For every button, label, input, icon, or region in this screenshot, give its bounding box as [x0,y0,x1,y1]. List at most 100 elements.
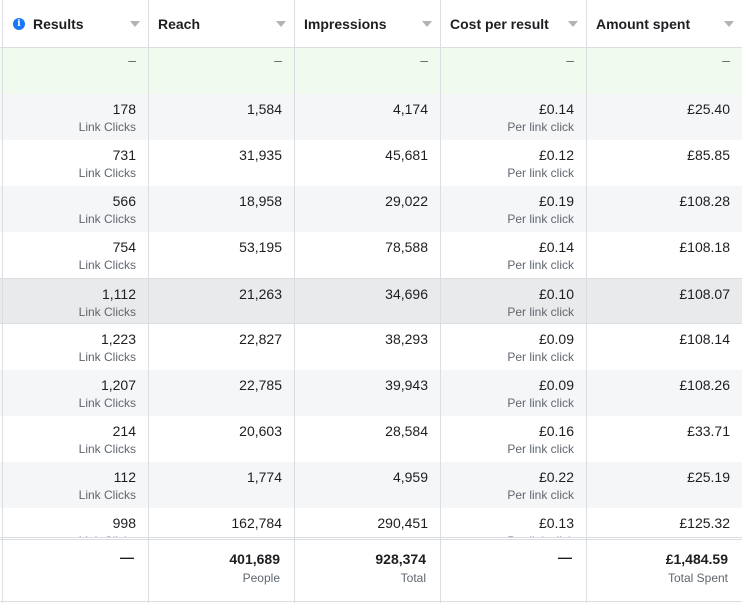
chevron-down-icon[interactable] [724,21,734,27]
column-header-amount-spent[interactable]: Amount spent [586,0,742,48]
cell-amount-spent-value: £108.26 [679,377,730,393]
table-row[interactable]: 112 Link Clicks 1,774 4,959 £0.22 Per link cl… [0,462,742,508]
cell-cost-per-result-sublabel: Per link click [507,305,574,319]
cell-reach: 22,827 [148,324,294,370]
cell-cost-per-result-sublabel: Per link click [507,442,574,456]
table-row[interactable]: 1,207 Link Clicks 22,785 39,943 £0.09 Per lin… [0,370,742,416]
chevron-down-icon[interactable] [422,21,432,27]
column-header-impressions[interactable]: Impressions [294,0,440,48]
column-divider[interactable] [586,0,587,603]
cell-reach-value: 22,785 [239,377,282,393]
total-results: — [120,549,134,565]
cell-results: 1,223 Link Clicks [0,324,148,370]
cell-amount-spent: – [722,52,730,68]
cell-cost-per-result-sublabel: Per link click [507,396,574,410]
cell-reach-value: 18,958 [239,193,282,209]
cell-impressions: 38,293 [294,324,440,370]
cell-impressions-value: 78,588 [385,239,428,255]
cell-impressions: 290,451 [294,508,440,537]
cell-cost-per-result-value: £0.22 [538,469,574,485]
cell-reach: 1,774 [148,462,294,508]
column-header-label: Results [33,16,84,32]
cell-cost-per-result-value: £0.09 [538,331,574,347]
cell-cost-per-result: £0.19 Per link click [440,186,586,232]
cell-cost-per-result-sublabel: Per link click [440,534,574,537]
cell-impressions-value: 29,022 [385,193,428,209]
table-row[interactable]: 998 Link Clicks 162,784 290,451 £0.13 Per lin… [0,508,742,537]
cell-results: 178 Link Clicks [0,94,148,140]
table-row[interactable]: 178 Link Clicks 1,584 4,174 £0.14 Per link cl… [0,94,742,140]
cell-results-value: 998 [112,515,136,531]
cell-amount-spent: £25.40 [586,94,742,140]
cell-cost-per-result: – [566,52,574,68]
cell-amount-spent-value: £125.32 [679,515,730,531]
table-header: i Results Reach Impressions Cost per res… [0,0,742,48]
cell-results: 1,112 Link Clicks [0,279,148,325]
cell-results-sublabel: Link Clicks [78,120,136,134]
table-row[interactable]: 754 Link Clicks 53,195 78,588 £0.14 Per link … [0,232,742,278]
chevron-down-icon[interactable] [568,21,578,27]
cell-cost-per-result-sublabel: Per link click [507,258,574,272]
cell-results: 998 Link Clicks [0,508,148,537]
cell-impressions-value: 38,293 [385,331,428,347]
table-row[interactable]: 566 Link Clicks 18,958 29,022 £0.19 Per link … [0,186,742,232]
cell-amount-spent: £125.32 [586,508,742,537]
cell-amount-spent: £108.14 [586,324,742,370]
column-divider[interactable] [148,0,149,603]
column-header-reach[interactable]: Reach [148,0,294,48]
table-row[interactable]: 1,112 Link Clicks 21,263 34,696 £0.10 Per lin… [0,278,742,324]
total-reach: 401,689 People [229,551,280,585]
column-header-results[interactable]: i Results [0,0,148,48]
table-row[interactable]: 1,223 Link Clicks 22,827 38,293 £0.09 Per lin… [0,324,742,370]
table-row[interactable]: 214 Link Clicks 20,603 28,584 £0.16 Per link … [0,416,742,462]
table-row-placeholder[interactable]: – – – – – [0,48,742,94]
info-icon[interactable]: i [13,18,25,30]
cell-reach-value: 1,584 [246,101,282,117]
cell-results-value: 754 [112,239,136,255]
cell-results: 566 Link Clicks [0,186,148,232]
column-divider[interactable] [294,0,295,603]
cell-impressions: 39,943 [294,370,440,416]
cell-cost-per-result-sublabel: Per link click [507,212,574,226]
column-divider[interactable] [440,0,441,603]
cell-results-value: 214 [112,423,136,439]
cell-reach: 18,958 [148,186,294,232]
cell-results-value: 731 [112,147,136,163]
cell-reach-value: 31,935 [239,147,282,163]
table-row[interactable]: 731 Link Clicks 31,935 45,681 £0.12 Per link … [0,140,742,186]
cell-cost-per-result-value: £0.10 [538,286,574,302]
cell-results-sublabel: Link Clicks [78,212,136,226]
column-header-label: Reach [158,16,201,32]
cell-reach: 22,785 [148,370,294,416]
cell-impressions-value: 34,696 [385,286,428,302]
cell-amount-spent: £108.18 [586,232,742,278]
column-header-cost-per-result[interactable]: Cost per result [440,0,586,48]
chevron-down-icon[interactable] [130,21,140,27]
cell-cost-per-result-value: £0.16 [538,423,574,439]
total-impressions: 928,374 Total [375,551,426,585]
cell-reach: 31,935 [148,140,294,186]
cell-results: – [128,52,136,68]
cell-amount-spent: £108.28 [586,186,742,232]
chevron-down-icon[interactable] [276,21,286,27]
cell-reach: 53,195 [148,232,294,278]
cell-results: 112 Link Clicks [0,462,148,508]
cell-amount-spent-value: £108.07 [679,286,730,302]
cell-cost-per-result-value: £0.19 [538,193,574,209]
cell-amount-spent-value: £85.85 [687,147,730,163]
total-cost-per-result: — [558,549,572,565]
cell-amount-spent-value: £108.28 [679,193,730,209]
cell-results: 1,207 Link Clicks [0,370,148,416]
cell-reach-value: 21,263 [239,286,282,302]
cell-impressions-value: 39,943 [385,377,428,393]
cell-impressions: 45,681 [294,140,440,186]
cell-reach-value: 20,603 [239,423,282,439]
cell-reach: 20,603 [148,416,294,462]
cell-cost-per-result-sublabel: Per link click [507,166,574,180]
cell-amount-spent: £108.07 [586,279,742,325]
cell-amount-spent: £25.19 [586,462,742,508]
cell-impressions: 78,588 [294,232,440,278]
column-divider [2,0,3,603]
cell-results-value: 112 [113,469,136,485]
cell-results: 754 Link Clicks [0,232,148,278]
